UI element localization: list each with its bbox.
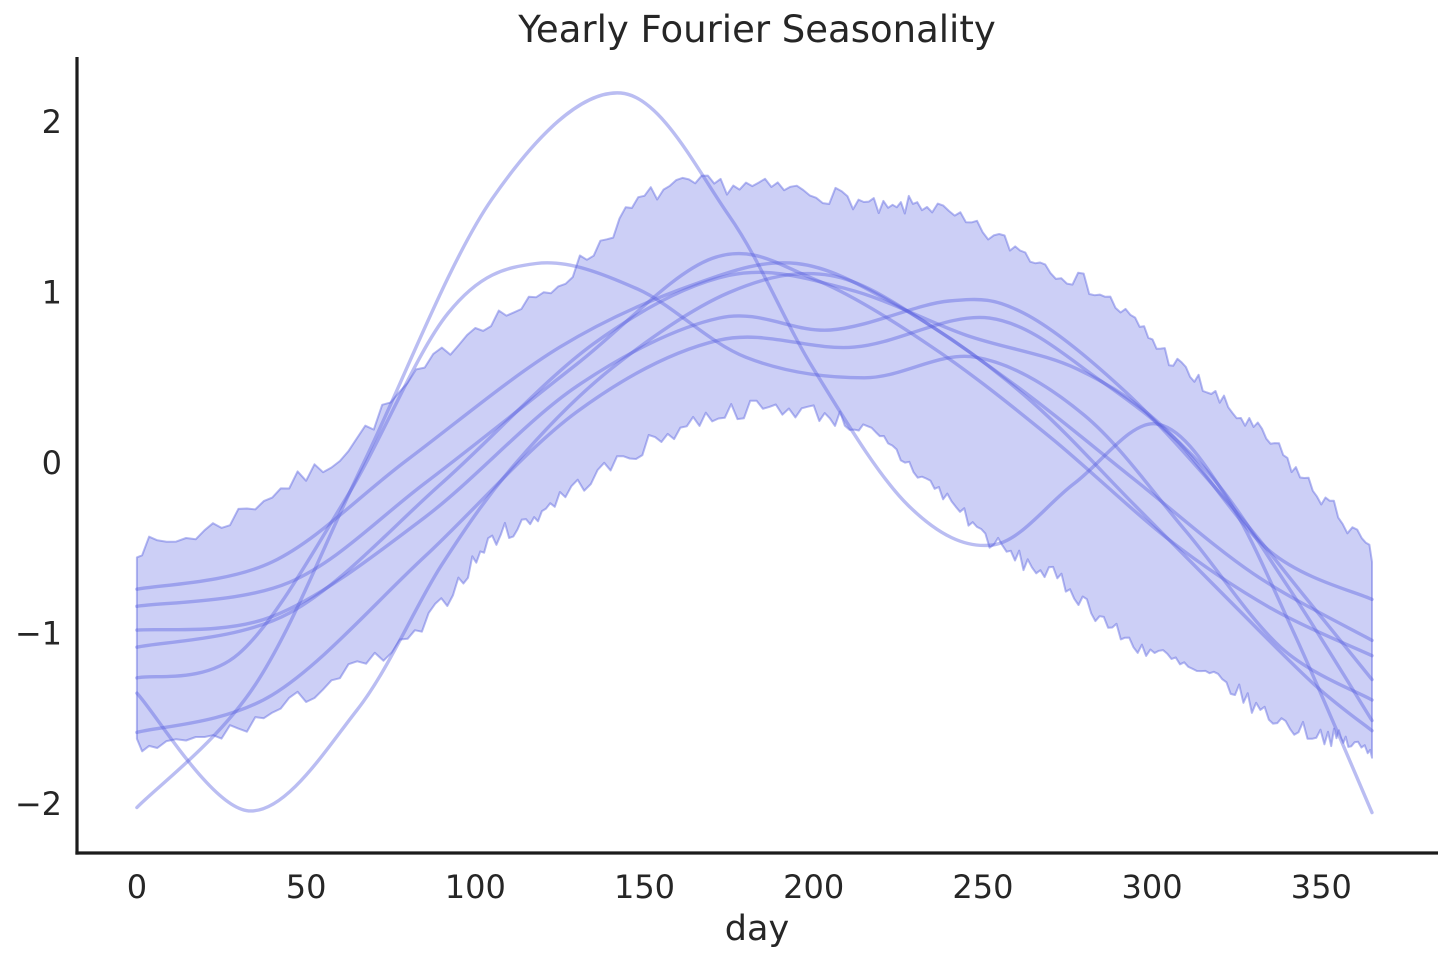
x-tick-label-300: 300 (1122, 868, 1183, 906)
posterior-sample-8-curve (135, 315, 1374, 735)
axes-spines (75, 57, 1438, 855)
posterior-sample-1-curve (135, 91, 1374, 815)
x-tick-label-100: 100 (445, 868, 506, 906)
x-tick-label-350: 350 (1291, 868, 1352, 906)
posterior-sample-5-curve (135, 251, 1374, 658)
x-tick-label-50: 50 (286, 868, 327, 906)
x-axis-tick-labels: 0 50 100 150 200 250 300 350 (127, 868, 1352, 906)
y-axis-tick-labels: 2 1 0 −1 −2 (15, 103, 62, 823)
y-tick-label-0: 0 (42, 444, 62, 482)
y-tick-label-1: 1 (42, 274, 62, 312)
posterior-sample-6-curve (135, 297, 1374, 682)
y-tick-label--1: −1 (15, 615, 62, 653)
posterior-sample-4-curve (135, 261, 1374, 643)
x-tick-label-0: 0 (127, 868, 147, 906)
posterior-sample-7-curve (135, 270, 1374, 649)
posterior-sample-3-curve (135, 261, 1374, 702)
posterior-sample-2-curve (135, 271, 1374, 813)
chart-title: Yearly Fourier Seasonality (517, 8, 995, 51)
x-tick-label-150: 150 (614, 868, 675, 906)
posterior-sample-curves (135, 91, 1374, 815)
x-tick-label-250: 250 (952, 868, 1013, 906)
x-axis-label: day (725, 909, 789, 949)
credible-band-area (135, 174, 1373, 759)
x-tick-label-200: 200 (783, 868, 844, 906)
y-tick-label--2: −2 (15, 785, 62, 823)
y-tick-label-2: 2 (42, 103, 62, 141)
credible-band (135, 174, 1373, 759)
